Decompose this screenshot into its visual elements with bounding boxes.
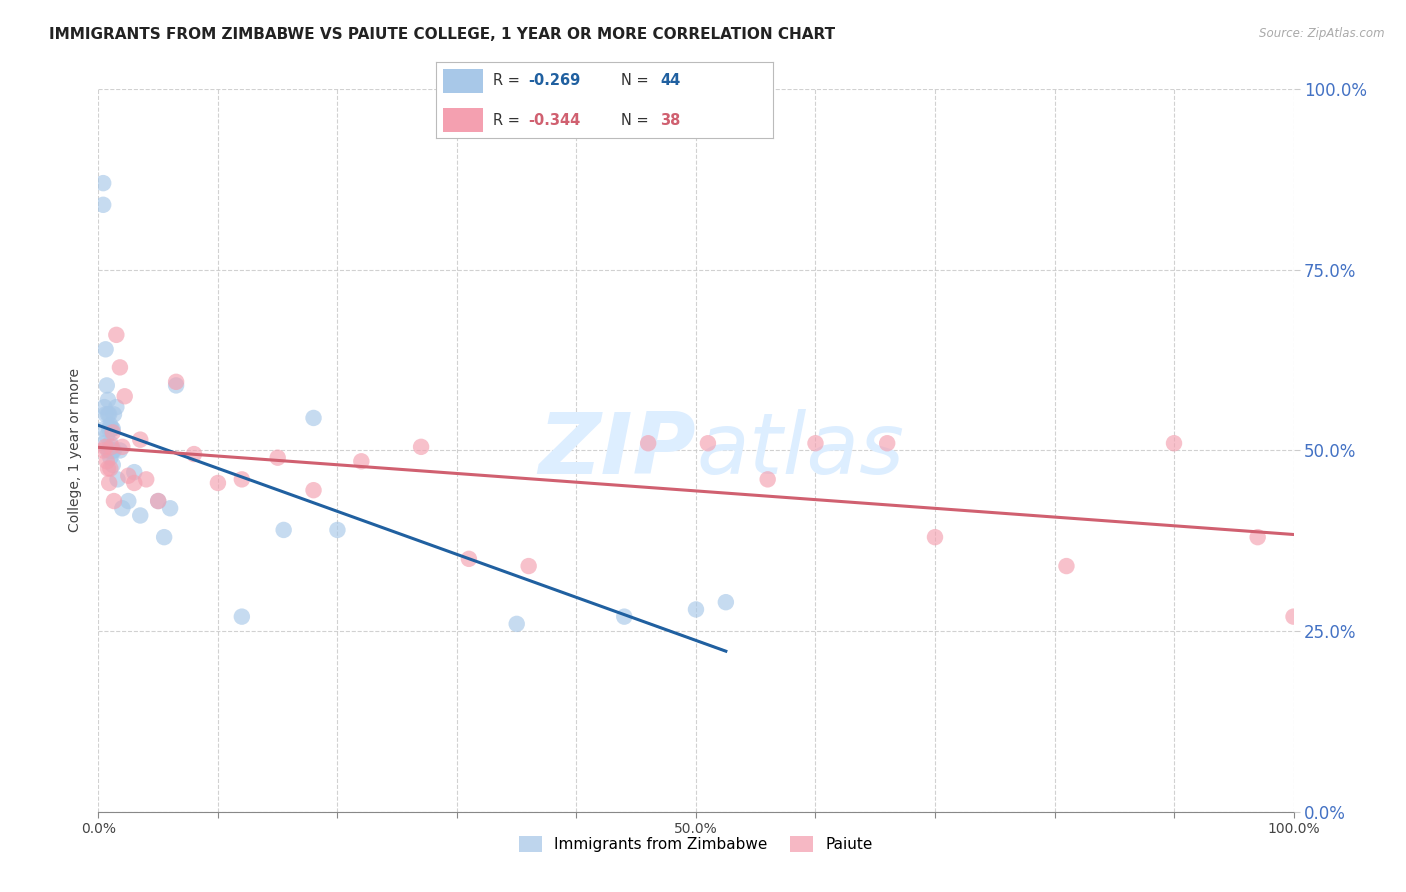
Point [714, 595, 737, 609]
Point [129, 508, 152, 523]
Point [117, 468, 139, 483]
Point [685, 602, 707, 616]
Point [101, 425, 124, 440]
Point [114, 389, 136, 403]
Text: 44: 44 [661, 73, 681, 88]
Point [93, 400, 115, 414]
Point [804, 436, 827, 450]
Bar [443, 108, 484, 132]
Point [93, 436, 115, 450]
Point [517, 559, 540, 574]
Point [96, 454, 118, 468]
Point [103, 407, 125, 421]
Point [98, 450, 122, 465]
Point [613, 609, 636, 624]
Point [876, 436, 898, 450]
Point [96, 429, 118, 443]
Point [117, 494, 139, 508]
Point [101, 458, 124, 472]
Point [153, 530, 176, 544]
Point [94, 440, 117, 454]
Point [411, 440, 433, 454]
Point [350, 454, 373, 468]
Text: 38: 38 [661, 112, 681, 128]
Point [756, 472, 779, 486]
Point [124, 475, 146, 490]
Text: Source: ZipAtlas.com: Source: ZipAtlas.com [1260, 27, 1385, 40]
Point [103, 443, 125, 458]
Point [1056, 559, 1078, 574]
Point [91, 198, 114, 212]
Text: ZIP: ZIP [538, 409, 696, 492]
Point [101, 422, 124, 436]
Bar [443, 69, 484, 93]
Point [267, 450, 290, 465]
Point [1282, 609, 1305, 624]
Text: atlas: atlas [696, 409, 904, 492]
Point [103, 494, 125, 508]
Point [91, 443, 114, 458]
Point [148, 494, 170, 508]
Point [326, 523, 349, 537]
Point [135, 472, 157, 486]
Point [697, 436, 720, 450]
Point [111, 440, 134, 454]
Point [97, 443, 120, 458]
Point [129, 433, 152, 447]
Point [159, 501, 181, 516]
Text: N =: N = [621, 112, 654, 128]
Point [94, 407, 117, 421]
Point [105, 400, 128, 414]
Text: -0.269: -0.269 [529, 73, 581, 88]
Point [91, 176, 114, 190]
Point [97, 407, 120, 421]
Point [1163, 436, 1185, 450]
Point [100, 443, 122, 458]
Text: R =: R = [494, 112, 524, 128]
Point [165, 375, 187, 389]
Text: R =: R = [494, 73, 524, 88]
Point [93, 422, 115, 436]
Legend: Immigrants from Zimbabwe, Paiute: Immigrants from Zimbabwe, Paiute [513, 830, 879, 858]
Point [98, 407, 121, 421]
Point [111, 501, 134, 516]
Point [637, 436, 659, 450]
Point [183, 447, 205, 461]
Point [97, 392, 120, 407]
Point [98, 418, 122, 433]
Point [97, 461, 120, 475]
Point [1247, 530, 1270, 544]
Point [105, 327, 128, 342]
Point [124, 465, 146, 479]
Point [100, 440, 122, 454]
Point [506, 616, 529, 631]
Point [98, 422, 121, 436]
Point [98, 443, 121, 458]
Text: N =: N = [621, 73, 654, 88]
Point [165, 378, 187, 392]
Text: -0.344: -0.344 [529, 112, 581, 128]
Text: IMMIGRANTS FROM ZIMBABWE VS PAIUTE COLLEGE, 1 YEAR OR MORE CORRELATION CHART: IMMIGRANTS FROM ZIMBABWE VS PAIUTE COLLE… [49, 27, 835, 42]
Point [98, 461, 122, 475]
Point [108, 360, 131, 375]
Point [924, 530, 946, 544]
Point [302, 483, 325, 498]
Point [273, 523, 295, 537]
Point [96, 378, 118, 392]
Point [101, 443, 124, 458]
Point [148, 494, 170, 508]
Point [100, 422, 122, 436]
Point [108, 443, 131, 458]
Y-axis label: College, 1 year or more: College, 1 year or more [69, 368, 83, 533]
Point [98, 436, 122, 450]
Point [231, 609, 253, 624]
Point [98, 475, 121, 490]
Point [207, 475, 229, 490]
Point [94, 343, 117, 357]
Point [302, 411, 325, 425]
Point [231, 472, 253, 486]
Point [458, 551, 481, 566]
Point [107, 472, 129, 486]
